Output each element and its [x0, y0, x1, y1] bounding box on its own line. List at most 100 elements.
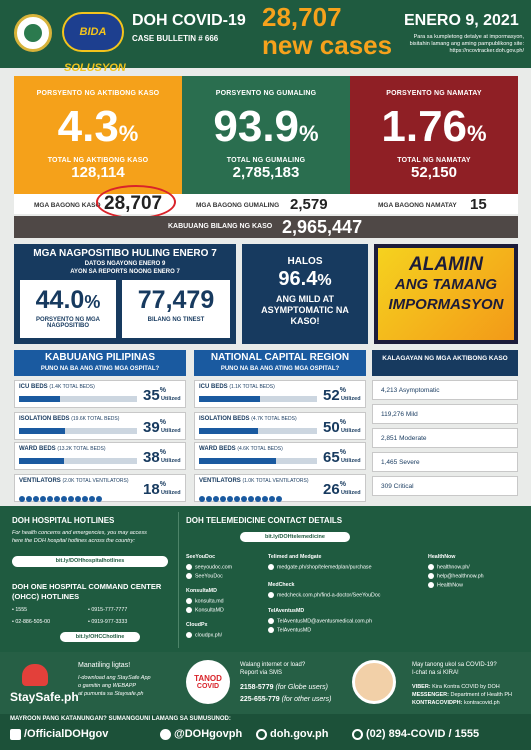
header-note-line1: Para sa kumpletong detalye at impormasyo…: [413, 34, 524, 40]
footer-twitter[interactable]: @DOHgovph: [160, 728, 242, 740]
utilization-bar-fill: [19, 396, 61, 402]
hospital-row-label: ICU BEDS (1.1K TOTAL BEDS): [199, 384, 275, 390]
ohcc-title: DOH ONE HOSPITAL COMMAND CENTER: [12, 582, 162, 591]
header-note: Para sa kumpletong detalye at impormasyo…: [376, 34, 524, 55]
mild-panel: [242, 244, 368, 344]
tele-link-button[interactable]: bit.ly/DOHtelemedicine: [240, 532, 350, 542]
ventilator-icons: [199, 489, 319, 507]
recovered-total: 2,785,183: [232, 164, 300, 181]
recovered-percent: 93.9: [213, 102, 300, 151]
cloudpx-web[interactable]: cloudpx.ph/: [186, 632, 222, 638]
hotlines-desc2: here the DOH hospital hotlines across th…: [12, 538, 135, 544]
hospital-row: ISOLATION BEDS (4.7K TOTAL BEDS) 50% Utili…: [194, 412, 366, 440]
footer-facebook[interactable]: /OfficialDOHgov: [10, 728, 108, 740]
active-cases-box: PORSYENTO NG AKTIBONG KASO 4.3% TOTAL NG…: [14, 76, 182, 194]
teladventus-name: TelAventusMD: [268, 608, 305, 614]
teladventus-fb[interactable]: TelAventusMD: [268, 627, 311, 633]
medcheck-web[interactable]: medcheck.com.ph/find-a-doctor/SeeYouDoc: [268, 592, 380, 598]
tests-card: 77,479 BILANG NG TINEST: [122, 280, 230, 338]
total-cases-value: 2,965,447: [282, 217, 363, 237]
header-title: DOH COVID-19: [132, 12, 246, 29]
utilization-bar: [19, 396, 137, 402]
new-recovered-label: MGA BAGONG GUMALING: [196, 202, 280, 209]
utilized-label: Utilized: [161, 428, 181, 434]
konsulta-fb[interactable]: KonsultaMD: [186, 607, 224, 613]
ncovtracker-link[interactable]: https://ncovtracker.doh.gov.ph/: [449, 48, 525, 54]
globe-icon: [186, 564, 192, 570]
footer-facebook-text: /OfficialDOHgov: [24, 728, 109, 740]
phone-icon: [352, 728, 363, 740]
positivity-label: PORSYENTO NG MGA NAGPOSITIBO: [36, 317, 100, 329]
tanod-other: 225-655-779 (for other users): [240, 696, 331, 703]
kalagayan-header: [372, 350, 518, 376]
deaths-percent: 1.76: [381, 102, 468, 151]
tanod-other-number: 225-655-779: [240, 696, 280, 703]
utilized-label: Utilized: [161, 490, 181, 496]
hospital-row-label: ICU BEDS (1.4K TOTAL BEDS): [19, 384, 95, 390]
staysafe-t4: at pumunta sa Staysafe.ph: [78, 691, 144, 697]
globe-icon: [186, 598, 192, 604]
globe-icon: [186, 632, 192, 638]
utilized-label: Utilized: [341, 490, 361, 496]
ohcc-link-button[interactable]: bit.ly/OHCChotline: [60, 632, 140, 642]
hospital-row: VENTILATORS (2.0K TOTAL VENTILATORS) 18% U…: [14, 474, 186, 502]
konsulta-web[interactable]: konsulta.md: [186, 598, 224, 604]
hotlines-link-button[interactable]: bit.ly/DOHhospitalhotlines: [12, 556, 168, 567]
utilization-percent: 26%: [323, 481, 346, 498]
divider: [178, 512, 179, 648]
utilization-percent: 39%: [143, 419, 166, 436]
footer-phone[interactable]: (02) 894-COVID / 1555: [352, 728, 479, 740]
deaths-box: PORSYENTO NG NAMATAY 1.76% TOTAL NG NAMA…: [350, 76, 518, 194]
deaths-total-label: TOTAL NG NAMATAY: [397, 157, 471, 164]
konsulta-name: KonsultaMD: [186, 588, 217, 594]
utilization-bar: [19, 458, 137, 464]
hospital-row: ISOLATION BEDS (19.6K TOTAL BEDS) 39% Util…: [14, 412, 186, 440]
hotlines-desc1: For health concerns and emergencies, you…: [12, 530, 147, 536]
globe-icon: [256, 728, 267, 740]
seeyoudoc-web[interactable]: seeyoudoc.com: [186, 564, 232, 570]
mild-pct: 96.4: [278, 268, 318, 290]
utilization-percent: 35%: [143, 387, 166, 404]
healthnow-email[interactable]: help@healthnow.ph: [428, 573, 484, 579]
footer-website[interactable]: doh.gov.ph: [256, 728, 328, 740]
utilization-bar-fill: [199, 396, 261, 402]
bulletin-date: ENERO 9, 2021: [404, 12, 519, 29]
hospital-row-label: ISOLATION BEDS (4.7K TOTAL BEDS): [199, 416, 297, 422]
staysafe-heart-icon: [22, 664, 48, 686]
seeyoudoc-fb[interactable]: SeeYouDoc: [186, 573, 223, 579]
healthnow-web[interactable]: healthnow.ph/: [428, 564, 470, 570]
utilization-bar: [19, 428, 137, 434]
utilization-bar: [199, 428, 317, 434]
kalagayan-item: 1,465 Severe: [372, 452, 518, 472]
cloudpx-web-text: cloudpx.ph/: [195, 632, 223, 639]
highlight-circle: [96, 185, 176, 219]
ohcc-title2: (OHCC) HOTLINES: [12, 592, 80, 601]
utilized-label: Utilized: [341, 458, 361, 464]
utilized-label: Utilized: [161, 458, 181, 464]
utilized-label: Utilized: [341, 396, 361, 402]
teladventus-email-text: TelAventusMD@aventusmedical.com.ph: [277, 618, 373, 625]
telimed-name: Telimed and Medgate: [268, 554, 322, 560]
apps-row: [0, 652, 531, 714]
ohcc-number-1: • 1555: [12, 607, 28, 613]
kira-messenger: MESSENGER: Department of Health PH: [412, 692, 512, 698]
healthnow-app[interactable]: HealthNow: [428, 582, 463, 588]
new-recovered-value: 2,579: [290, 196, 328, 213]
recovered-total-label: TOTAL NG GUMALING: [226, 157, 306, 164]
ohcc-number-3: • 02-886-505-00: [12, 619, 51, 625]
recovered-box: PORSYENTO NG GUMALING 93.9% TOTAL NG GUM…: [182, 76, 350, 194]
utilization-bar-fill: [19, 428, 66, 434]
utilization-bar-fill: [199, 458, 276, 464]
hospital-row-label: ISOLATION BEDS (19.6K TOTAL BEDS): [19, 416, 120, 422]
tanod-logo-line1: TANOD: [194, 674, 222, 683]
teladventus-email[interactable]: TelAventusMD@aventusmedical.com.ph: [268, 618, 372, 624]
tanod-t2: Report via SMS: [240, 670, 283, 676]
alamin-line2: ANG TAMANG: [394, 276, 498, 293]
healthnow-name: HealthNow: [428, 554, 456, 560]
kira-kontracovid-label: KONTRACOVIDPH:: [412, 700, 463, 706]
deaths-total: 52,150: [411, 164, 457, 181]
medcheck-web-text: medcheck.com.ph/find-a-doctor/SeeYouDoc: [277, 592, 381, 599]
seeyoudoc-fb-text: SeeYouDoc: [195, 573, 223, 580]
kira-messenger-value: Department of Health PH: [450, 692, 512, 698]
telimed-web[interactable]: medgate.ph/shop/telemedplan/purchase: [268, 564, 372, 570]
